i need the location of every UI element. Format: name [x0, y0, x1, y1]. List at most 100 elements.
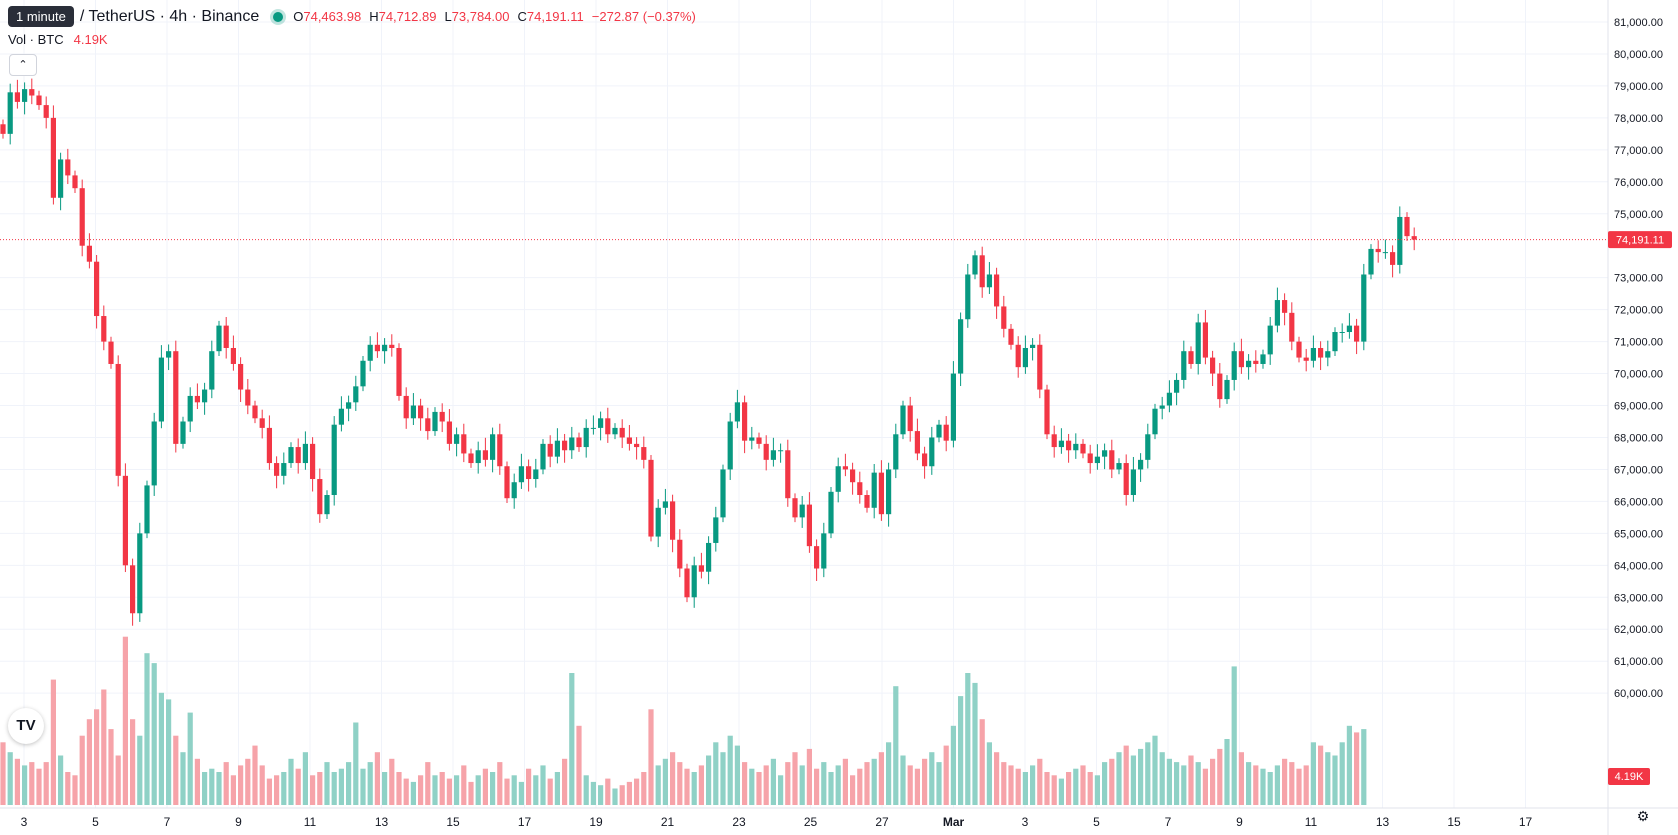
price-tick-label: 80,000.00: [1614, 49, 1663, 61]
volume-bar: [936, 762, 942, 805]
candle-body: [605, 418, 611, 435]
candle-body: [698, 565, 704, 572]
symbol-title[interactable]: / TetherUS · 4h · Binance: [79, 7, 260, 25]
candle-body: [1138, 459, 1144, 470]
volume-bar: [0, 742, 6, 805]
candle-body: [835, 466, 841, 492]
volume-bar: [1030, 765, 1036, 805]
volume-bar: [65, 772, 71, 805]
volume-bar: [806, 748, 812, 805]
volume-bar: [439, 772, 445, 805]
volume-bar: [922, 758, 928, 805]
candle-body: [1368, 248, 1374, 275]
volume-bar: [914, 768, 920, 805]
market-status-icon[interactable]: [273, 11, 284, 22]
volume-bar: [742, 762, 748, 805]
volume-bar: [173, 735, 179, 805]
chevron-up-icon[interactable]: ⌃: [9, 54, 37, 76]
volume-bar: [994, 752, 1000, 805]
volume-bar: [1332, 755, 1338, 805]
volume-bar: [202, 772, 208, 805]
candle-body: [122, 475, 128, 566]
volume-bar: [72, 775, 78, 805]
candle-body: [749, 437, 755, 441]
candle-body: [1310, 347, 1316, 361]
candle-body: [1289, 312, 1295, 342]
volume-bar: [1296, 768, 1302, 805]
candle-body: [346, 402, 352, 409]
volume-bar: [490, 772, 496, 805]
candle-body: [274, 463, 280, 476]
candle-body: [583, 427, 589, 448]
volume-bar: [799, 765, 805, 805]
candle-body: [720, 469, 726, 518]
candle-body: [202, 389, 208, 403]
candle-body: [598, 418, 604, 428]
candle-body: [1354, 325, 1360, 342]
candle-body: [1404, 216, 1410, 237]
candle-body: [432, 411, 438, 432]
volume-bar: [598, 785, 604, 805]
volume-bar: [1001, 762, 1007, 805]
candle-body: [1253, 360, 1259, 364]
volume-bar: [821, 762, 827, 805]
volume-bar: [130, 719, 136, 805]
candle-body: [1296, 341, 1302, 358]
volume-bar: [1310, 742, 1316, 805]
candle-body: [734, 402, 740, 422]
volume-bar: [1361, 729, 1367, 805]
price-tick-label: 62,000.00: [1614, 624, 1663, 636]
volume-bar: [907, 765, 913, 805]
candle-body: [58, 159, 64, 198]
price-tick-label: 76,000.00: [1614, 177, 1663, 189]
time-tick-label: 15: [1447, 815, 1461, 829]
price-tick-label: 72,000.00: [1614, 305, 1663, 317]
candle-body: [691, 565, 697, 598]
volume-bar: [648, 709, 654, 805]
volume-bar: [374, 752, 380, 805]
volume-bar: [518, 781, 524, 805]
close-number: 74,191.11: [526, 9, 584, 24]
candle-body: [173, 351, 179, 444]
volume-legend[interactable]: Vol · BTC 4.19K: [8, 32, 108, 47]
volume-bar: [367, 762, 373, 805]
volume-bar: [1274, 765, 1280, 805]
candle-body: [79, 188, 85, 246]
candle-body: [857, 482, 863, 496]
candle-body: [137, 533, 143, 614]
candle-body: [29, 89, 35, 96]
volume-bar: [1123, 745, 1129, 805]
candle-body: [230, 347, 236, 364]
volume-bar: [1253, 765, 1259, 805]
volume-bar: [526, 768, 532, 805]
volume-bar: [569, 673, 575, 805]
volume-bar: [1015, 768, 1021, 805]
price-change: −272.87 (−0.37%): [591, 9, 696, 24]
candle-body: [482, 450, 488, 460]
volume-bar: [850, 775, 856, 805]
candle-body: [1346, 325, 1352, 333]
volume-bar: [1303, 765, 1309, 805]
time-tick-label: 13: [375, 815, 389, 829]
low-number: 73,784.00: [451, 9, 510, 24]
price-axis: 81,000.00 80,000.00 79,000.00 78,000.00 77,0…: [1614, 17, 1663, 700]
tradingview-logo-icon[interactable]: TV: [8, 708, 44, 744]
time-tick-label: 5: [92, 815, 99, 829]
candle-body: [238, 363, 244, 390]
candle-body: [1159, 405, 1165, 409]
candle-body: [7, 92, 13, 134]
last-volume-label: 4.19K: [1608, 768, 1650, 785]
volume-bar: [1051, 775, 1057, 805]
candle-body: [1109, 450, 1115, 470]
candle-body: [511, 482, 517, 499]
candle-body: [245, 389, 251, 406]
volume-bar: [482, 768, 488, 805]
candle-body: [130, 565, 136, 614]
volume-bar: [209, 768, 215, 805]
candle-body: [446, 421, 452, 444]
volume-bar: [749, 768, 755, 805]
gear-icon[interactable]: ⚙: [1636, 808, 1650, 824]
candle-body: [1001, 306, 1007, 329]
